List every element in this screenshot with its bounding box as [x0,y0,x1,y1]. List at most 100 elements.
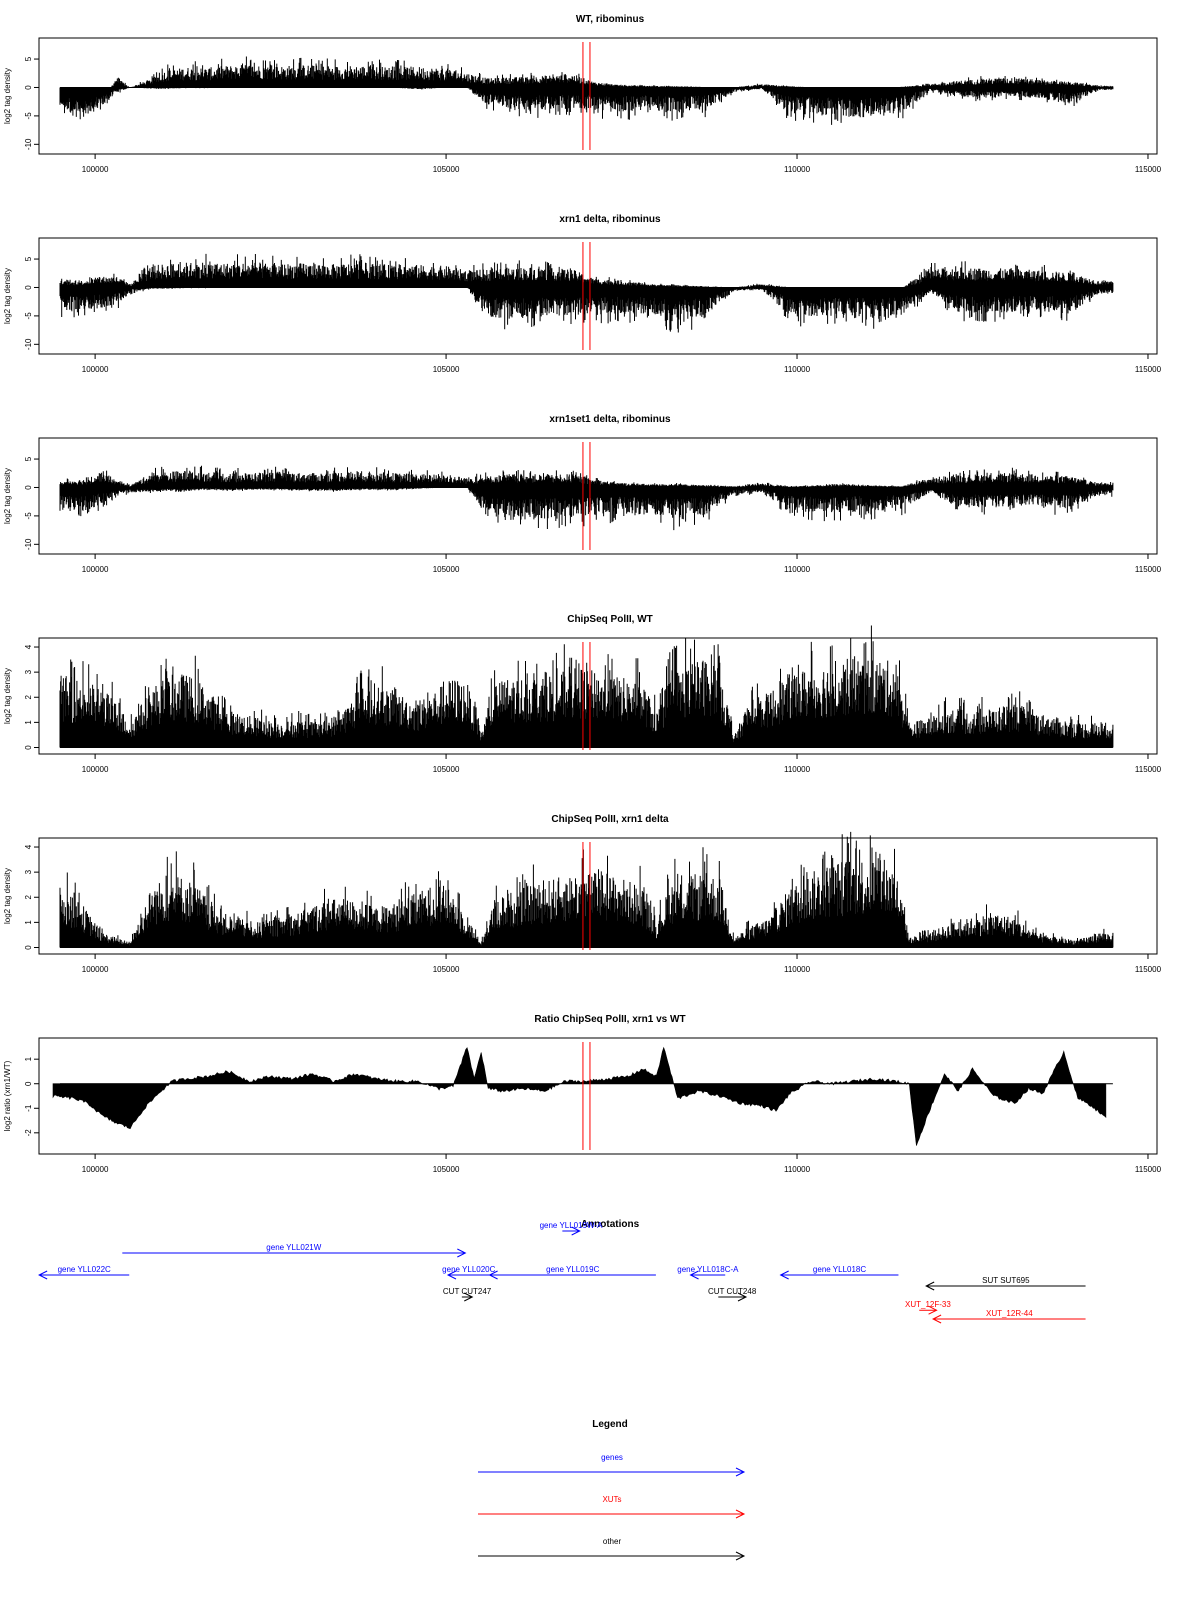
plot-frame [38,637,1158,755]
y-tick-label: -5 [24,512,33,520]
y-tick-label: 0 [24,85,33,90]
feature-arrowhead [931,1314,942,1324]
y-tick-label: 1 [24,720,33,725]
y-tick-label: 3 [24,869,33,874]
y-axis-label: log2 ratio (xrn1/WT) [3,1060,12,1131]
feature-arrowhead [446,1270,457,1280]
y-tick-label: -5 [24,312,33,320]
x-tick-label: 115000 [1135,765,1162,774]
x-tick-label: 105000 [433,165,460,174]
y-tick-label: 0 [24,285,33,290]
x-tick-label: 105000 [433,765,460,774]
track-panel-1: WT, ribominus log2 tag density -10 -5 0 5 1000… [3,14,1162,174]
bar-series-1 [59,625,1114,748]
legend-panel: Legend genes XUTs other [478,1419,746,1561]
feature-arrowhead [457,1248,467,1258]
y-tick-label: 0 [24,485,33,490]
x-tick-label: 115000 [1135,165,1162,174]
x-tick-label: 110000 [784,765,811,774]
x-tick-label: 115000 [1135,965,1162,974]
legend-item-arrowhead [735,1467,746,1477]
feature-arrowhead [779,1270,789,1280]
feature-label: gene YLL019C [546,1265,599,1274]
plot-frame [38,837,1158,955]
bar-series-2 [59,487,1114,531]
y-tick-label: 0 [24,1081,33,1086]
y-axis-label: log2 tag density [3,668,12,724]
panel-title: Ratio ChipSeq PolII, xrn1 vs WT [534,1014,685,1025]
y-axis-label: log2 tag density [3,468,12,524]
y-tick-label: 5 [24,256,33,261]
y-tick-label: -2 [24,1129,33,1137]
x-tick-label: 110000 [784,165,811,174]
y-tick-label: 5 [24,456,33,461]
feature-arrowhead [38,1270,48,1280]
y-tick-label: 2 [24,894,33,899]
track-panel-5: ChipSeq PolII, xrn1 delta log2 tag densit… [3,814,1162,974]
feature-arrowhead [689,1270,699,1280]
track-panel-2: xrn1 delta, ribominus log2 tag density -10… [3,214,1162,374]
y-tick-label: -10 [24,338,33,350]
panel-title: xrn1 delta, ribominus [559,214,661,225]
plot-frame [38,237,1158,355]
legend-title: Legend [592,1419,628,1430]
x-tick-label: 110000 [784,365,811,374]
annotations-title: Annotations [581,1219,640,1230]
track-panel-6: Ratio ChipSeq PolII, xrn1 vs WT log2 rati… [3,1014,1162,1174]
ratio-area [52,1046,1107,1146]
y-tick-label: -5 [24,112,33,120]
feature-label: gene YLL021W [266,1243,321,1252]
y-tick-label: -10 [24,538,33,550]
y-axis-label: log2 tag density [3,68,12,124]
feature-label: XUT_12R-44 [986,1309,1033,1318]
feature-label: gene YLL018C-A [677,1265,739,1274]
feature-label: CUT CUT247 [443,1287,492,1296]
x-tick-label: 100000 [82,965,109,974]
x-tick-label: 100000 [82,165,109,174]
panel-title: ChipSeq PolII, xrn1 delta [551,814,669,825]
y-tick-label: 3 [24,669,33,674]
y-tick-label: 5 [24,56,33,61]
feature-label: SUT SUT695 [982,1276,1030,1285]
y-axis-label: log2 tag density [3,268,12,324]
x-tick-label: 100000 [82,765,109,774]
x-tick-label: 115000 [1135,565,1162,574]
legend-item-label: other [603,1537,622,1546]
annotations-panel: Annotations gene YLL022C gene YLL021W gene … [38,1219,1086,1324]
legend-item-arrowhead [735,1551,746,1561]
x-tick-label: 100000 [82,565,109,574]
x-tick-label: 110000 [784,565,811,574]
y-tick-label: -10 [24,138,33,150]
feature-label: CUT CUT248 [708,1287,757,1296]
feature-arrowhead [928,1305,938,1315]
feature-label: gene YLL020C [442,1265,495,1274]
x-tick-label: 100000 [82,1165,109,1174]
x-tick-label: 105000 [433,365,460,374]
x-tick-label: 100000 [82,365,109,374]
track-panel-4: ChipSeq PolII, WT log2 tag density 0 1 2 3 4 10… [3,614,1162,774]
y-tick-label: 4 [24,644,33,649]
y-tick-label: 0 [24,945,33,950]
y-tick-label: -1 [24,1104,33,1112]
panel-title: ChipSeq PolII, WT [567,614,653,625]
bar-series-1 [59,465,1114,488]
feature-arrowhead [571,1226,581,1236]
x-tick-label: 105000 [433,965,460,974]
feature-arrowhead [737,1292,748,1302]
x-tick-label: 105000 [433,565,460,574]
legend-item-arrowhead [735,1509,746,1519]
y-tick-label: 2 [24,694,33,699]
y-tick-label: 1 [24,1056,33,1061]
y-tick-label: 0 [24,745,33,750]
track-panel-3: xrn1set1 delta, ribominus log2 tag densit… [3,414,1162,574]
feature-arrowhead [464,1292,474,1302]
feature-arrowhead [488,1270,498,1280]
panel-title: xrn1set1 delta, ribominus [549,414,671,425]
x-tick-label: 110000 [784,965,811,974]
x-tick-label: 105000 [433,1165,460,1174]
feature-label: gene YLL022C [58,1265,111,1274]
legend-item-label: genes [601,1453,623,1462]
